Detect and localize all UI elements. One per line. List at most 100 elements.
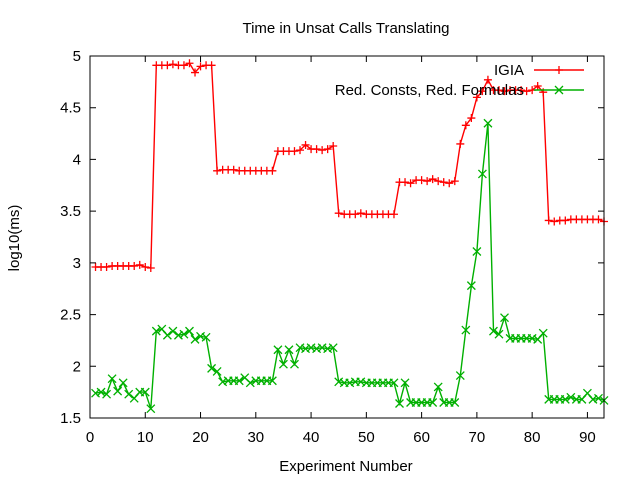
data-point: [268, 166, 277, 175]
data-point: [284, 345, 294, 355]
data-point: [450, 177, 459, 186]
data-point: [472, 93, 481, 102]
data-point: [168, 60, 177, 69]
data-point: [245, 378, 255, 388]
data-point: [96, 387, 106, 397]
data-point: [395, 399, 404, 408]
data-point: [163, 61, 172, 70]
legend: IGIA Red. Consts, Red. Formulas: [335, 62, 584, 99]
series-line: [95, 123, 605, 409]
data-point: [483, 118, 493, 128]
y-tick-label: 4: [73, 151, 81, 168]
y-tick-label: 2: [73, 358, 81, 375]
legend-marker: [554, 85, 564, 95]
x-tick-label: 10: [137, 429, 154, 446]
data-point: [196, 62, 205, 71]
data-point: [162, 330, 172, 340]
data-point: [213, 166, 222, 175]
data-point: [400, 378, 410, 388]
data-point: [522, 87, 531, 96]
x-tick-label: 60: [413, 429, 430, 446]
data-point: [290, 359, 299, 369]
data-point: [401, 178, 410, 187]
data-point: [207, 61, 216, 70]
data-point: [434, 177, 443, 186]
data-point: [334, 209, 343, 218]
data-point: [107, 374, 117, 384]
data-point: [478, 87, 487, 96]
data-point: [428, 175, 437, 184]
legend-label: Red. Consts, Red. Formulas: [335, 82, 524, 99]
data-point: [433, 382, 443, 392]
data-point: [550, 217, 559, 226]
series-1: [91, 59, 608, 273]
data-point: [500, 87, 509, 96]
data-point: [185, 326, 194, 336]
y-tick-label: 3.5: [60, 203, 81, 220]
data-point: [229, 165, 238, 174]
y-tick-label: 2.5: [60, 307, 81, 324]
data-point: [329, 141, 338, 150]
data-point: [212, 366, 222, 376]
data-point: [323, 145, 332, 154]
data-point: [594, 215, 603, 224]
data-point: [118, 378, 128, 388]
data-point: [351, 210, 360, 219]
data-point: [124, 389, 134, 399]
data-point: [439, 178, 448, 187]
data-point: [179, 329, 189, 339]
data-point: [461, 121, 470, 130]
data-point: [517, 86, 526, 95]
data-point: [318, 146, 327, 155]
data-point: [179, 61, 188, 70]
data-point: [544, 216, 553, 225]
x-tick-label: 50: [358, 429, 375, 446]
data-point: [389, 210, 398, 219]
plot-frame: [89, 55, 605, 419]
data-point: [185, 59, 194, 68]
data-point: [461, 325, 471, 335]
data-point: [406, 179, 415, 188]
data-point: [594, 393, 603, 403]
series-2: [91, 118, 609, 414]
data-point: [113, 386, 123, 396]
data-point: [328, 343, 338, 353]
x-tick-label: 30: [247, 429, 264, 446]
data-point: [356, 209, 365, 218]
data-point: [190, 334, 200, 344]
data-point: [141, 262, 150, 271]
y-axis-label: log10(ms): [6, 205, 23, 272]
data-point: [489, 326, 498, 336]
data-point: [168, 326, 178, 336]
data-point: [146, 264, 155, 273]
data-point: [191, 68, 200, 77]
data-point: [494, 86, 503, 95]
data-point: [102, 389, 112, 399]
x-tick-label: 40: [303, 429, 320, 446]
data-point: [466, 281, 476, 291]
data-point: [146, 404, 156, 414]
data-point: [417, 176, 426, 185]
data-point: [483, 75, 492, 84]
data-point: [273, 345, 283, 355]
data-point: [278, 359, 288, 369]
plot-area: [91, 59, 609, 414]
data-point: [561, 216, 570, 225]
x-tick-label: 80: [524, 429, 541, 446]
y-tick-label: 1.5: [60, 410, 81, 427]
data-point: [290, 147, 299, 156]
data-point: [467, 114, 476, 123]
data-point: [450, 398, 460, 407]
data-point: [560, 394, 570, 404]
data-point: [140, 387, 150, 397]
data-point: [312, 145, 321, 154]
data-point: [130, 261, 139, 270]
data-point: [428, 398, 438, 407]
y-tick-label: 3: [73, 255, 81, 272]
data-point: [477, 169, 487, 179]
data-point: [267, 376, 277, 386]
data-point: [135, 260, 144, 269]
data-point: [445, 179, 454, 188]
data-point: [234, 376, 244, 386]
